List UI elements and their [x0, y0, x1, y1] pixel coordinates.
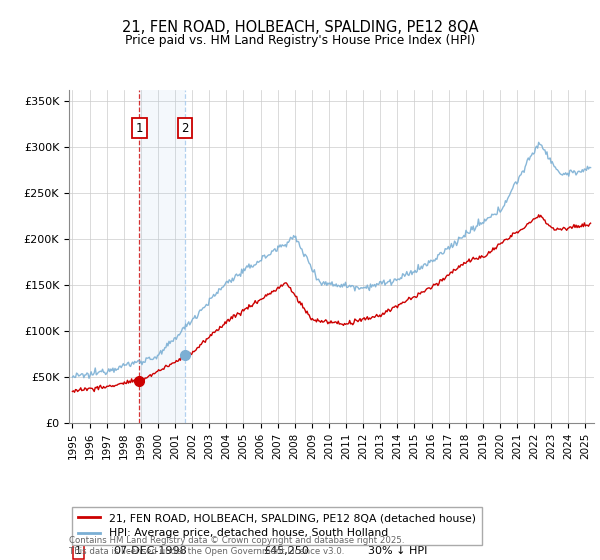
Text: 07-DEC-1998: 07-DEC-1998: [113, 546, 187, 556]
Text: 1: 1: [136, 122, 143, 135]
Text: 1: 1: [75, 546, 82, 556]
Text: Contains HM Land Registry data © Crown copyright and database right 2025.
This d: Contains HM Land Registry data © Crown c…: [69, 536, 404, 556]
Text: 21, FEN ROAD, HOLBEACH, SPALDING, PE12 8QA: 21, FEN ROAD, HOLBEACH, SPALDING, PE12 8…: [122, 20, 478, 35]
Bar: [139, 90, 185, 423]
Legend: 21, FEN ROAD, HOLBEACH, SPALDING, PE12 8QA (detached house), HPI: Average price,: 21, FEN ROAD, HOLBEACH, SPALDING, PE12 8…: [72, 506, 482, 545]
Text: 2: 2: [181, 122, 189, 135]
Text: Price paid vs. HM Land Registry's House Price Index (HPI): Price paid vs. HM Land Registry's House …: [125, 34, 475, 46]
Text: £45,250: £45,250: [263, 546, 309, 556]
Text: 30% ↓ HPI: 30% ↓ HPI: [368, 546, 428, 556]
